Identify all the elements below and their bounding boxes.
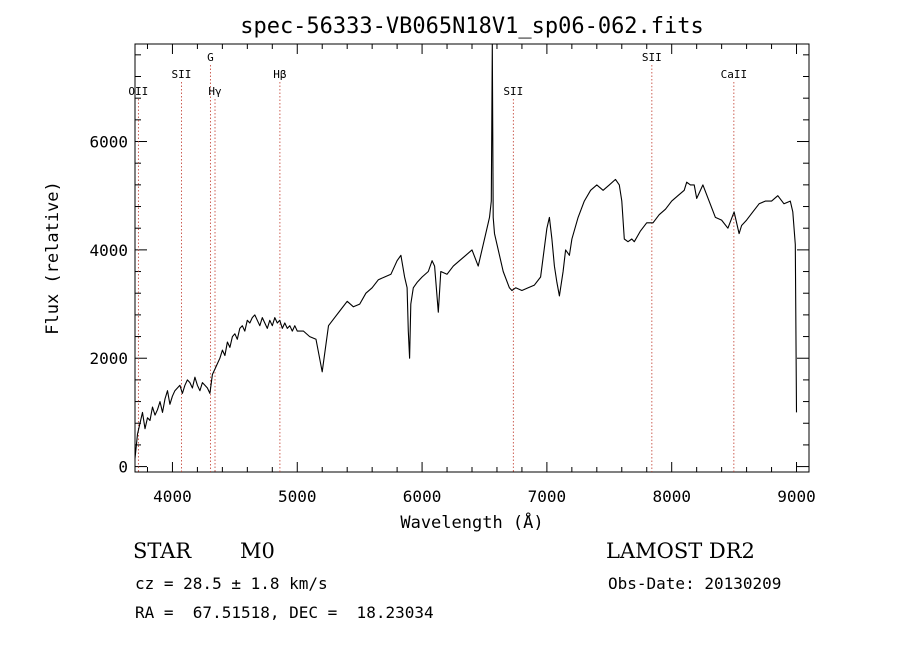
y-tick-label: 4000 bbox=[89, 241, 128, 260]
y-tick-label: 2000 bbox=[89, 349, 128, 368]
emission-line-label: SII bbox=[503, 85, 523, 98]
series-layer bbox=[134, 43, 798, 459]
sky-coordinates: RA = 67.51518, DEC = 18.23034 bbox=[135, 603, 434, 622]
spectrum-line bbox=[134, 43, 798, 459]
emission-line-label: SII bbox=[642, 51, 662, 64]
spectral-class: STAR bbox=[133, 539, 192, 563]
x-tick-label: 8000 bbox=[652, 487, 691, 506]
observation-date: Obs-Date: 20130209 bbox=[608, 574, 782, 593]
x-axis-ticks: 4000 5000 6000 7000 8000 9000 bbox=[153, 487, 816, 506]
redshift-velocity: cz = 28.5 ± 1.8 km/s bbox=[135, 574, 328, 593]
survey-name: LAMOST DR2 bbox=[606, 539, 755, 563]
emission-line-label: Hβ bbox=[273, 68, 287, 81]
line-markers: OII SII G Hγ Hβ SII SII CaII bbox=[128, 51, 747, 472]
chart-title: spec-56333-VB065N18V1_sp06-062.fits bbox=[240, 14, 704, 39]
emission-line-label: CaII bbox=[721, 68, 748, 81]
emission-line-label: Hγ bbox=[208, 85, 222, 98]
x-tick-label: 5000 bbox=[278, 487, 317, 506]
plot-frame bbox=[134, 43, 810, 473]
x-tick-label: 7000 bbox=[528, 487, 567, 506]
y-tick-label: 6000 bbox=[89, 133, 128, 152]
x-tick-label: 6000 bbox=[403, 487, 442, 506]
emission-line-label: SII bbox=[171, 68, 191, 81]
plot-border bbox=[134, 43, 810, 473]
y-axis-label: Flux (relative) bbox=[43, 181, 63, 335]
x-axis-label: Wavelength (Å) bbox=[400, 511, 543, 533]
emission-line-label: G bbox=[207, 51, 214, 64]
emission-line-label: OII bbox=[128, 85, 148, 98]
spectral-subclass: M0 bbox=[240, 539, 275, 563]
y-axis-ticks: 0 2000 4000 6000 bbox=[89, 133, 128, 477]
x-tick-label: 4000 bbox=[153, 487, 192, 506]
x-tick-label: 9000 bbox=[777, 487, 816, 506]
y-tick-label: 0 bbox=[118, 458, 128, 477]
